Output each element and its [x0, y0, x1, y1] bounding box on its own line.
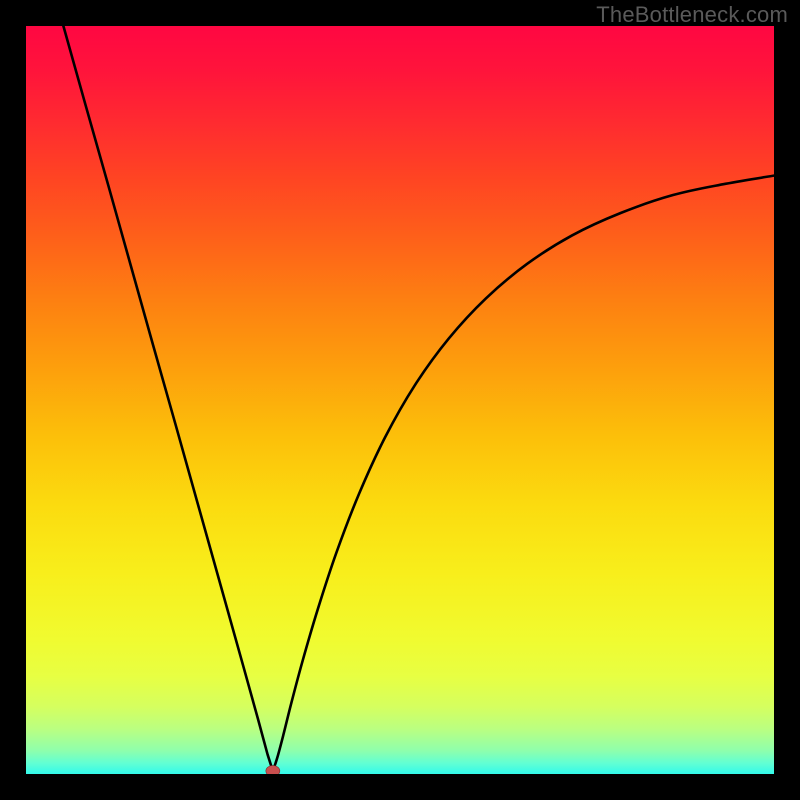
- curve-minimum-marker: [266, 766, 280, 774]
- chart-plot-area: [26, 26, 774, 774]
- chart-svg: [26, 26, 774, 774]
- chart-background-gradient: [26, 26, 774, 774]
- watermark-text: TheBottleneck.com: [596, 2, 788, 28]
- chart-outer-frame: TheBottleneck.com: [0, 0, 800, 800]
